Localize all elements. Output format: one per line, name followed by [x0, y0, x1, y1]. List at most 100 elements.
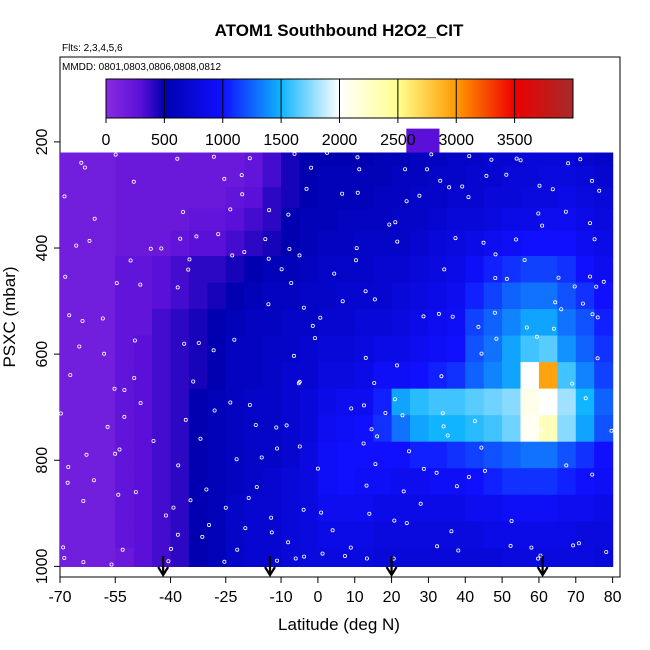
sample-point	[534, 334, 539, 339]
heatmap-cell	[483, 165, 503, 188]
heatmap-cell	[410, 208, 430, 232]
heatmap-cell	[483, 494, 503, 522]
sample-point	[246, 495, 251, 500]
heatmap-cell	[170, 282, 190, 310]
heatmap-cell	[373, 441, 393, 469]
sample-point	[539, 428, 544, 433]
heatmap-cell	[299, 255, 319, 284]
heatmap-cell	[373, 335, 393, 363]
heatmap-cell	[225, 187, 245, 209]
colorbar-tick-label: 3500	[497, 132, 533, 149]
sample-point	[392, 397, 397, 402]
heatmap-cell	[207, 230, 227, 257]
heatmap-cell	[410, 187, 430, 209]
heatmap-cell	[520, 494, 540, 522]
heatmap-cell	[244, 521, 264, 549]
sample-point	[553, 300, 558, 305]
heatmap-cell	[207, 415, 227, 443]
heatmap-cell	[575, 152, 595, 167]
sample-point	[369, 427, 374, 432]
sample-point	[588, 221, 593, 226]
sample-point	[302, 554, 307, 559]
heatmap-cell	[60, 521, 80, 549]
heatmap-cell	[502, 441, 522, 469]
heatmap-cell	[299, 415, 319, 443]
heatmap-cell	[262, 362, 282, 390]
heatmap-cell	[60, 362, 80, 390]
heatmap-cell	[60, 415, 80, 443]
sample-point	[309, 165, 314, 170]
heatmap-cell	[207, 441, 227, 469]
heatmap-cell	[317, 521, 337, 549]
sample-point	[269, 530, 274, 535]
x-axis-label: Latitude (deg N)	[278, 615, 400, 634]
sample-point	[138, 400, 143, 405]
heatmap-cell	[354, 468, 374, 496]
heatmap-cell	[410, 282, 430, 310]
flight-marker-arrow	[157, 556, 170, 578]
sample-point	[566, 161, 571, 166]
sample-point	[361, 441, 366, 446]
sample-point	[592, 237, 597, 242]
heatmap-cell	[96, 415, 116, 443]
sample-point	[609, 428, 614, 433]
heatmap-cell	[281, 494, 301, 522]
heatmap-cell	[281, 309, 301, 337]
sample-point	[183, 417, 188, 422]
heatmap-cell	[410, 441, 430, 469]
heatmap-cell	[446, 335, 466, 363]
heatmap-cell	[281, 230, 301, 257]
sample-point	[318, 315, 323, 320]
sample-point	[182, 341, 187, 346]
heatmap-cell	[428, 362, 448, 390]
sample-point	[269, 515, 274, 520]
heatmap-cell	[410, 468, 430, 496]
sample-point	[349, 406, 354, 411]
heatmap-cell	[152, 468, 172, 496]
heatmap-cell	[133, 388, 153, 416]
heatmap-cell	[133, 335, 153, 363]
heatmap-cell	[188, 208, 208, 232]
heatmap-cell	[225, 152, 245, 167]
sample-point	[504, 276, 509, 281]
heatmap-cell	[133, 230, 153, 257]
sample-point	[564, 463, 569, 468]
heatmap-cell	[557, 415, 577, 443]
heatmap-cell	[133, 152, 153, 167]
sample-point	[304, 186, 309, 191]
sample-point	[77, 344, 82, 349]
heatmap-cell	[244, 388, 264, 416]
heatmap-cell	[133, 494, 153, 522]
sample-point	[571, 543, 576, 548]
heatmap-cell	[152, 152, 172, 167]
heatmap-cell	[262, 309, 282, 337]
sample-point	[536, 211, 541, 216]
heatmap-cell	[446, 309, 466, 337]
sample-point	[355, 190, 360, 195]
sample-point	[383, 410, 388, 415]
heatmap-cell	[115, 521, 135, 549]
heatmap-cell	[244, 208, 264, 232]
sample-point	[594, 284, 599, 289]
heatmap-cell	[60, 255, 80, 284]
heatmap-cell	[557, 494, 577, 522]
heatmap-cell	[575, 468, 595, 496]
sample-point	[102, 351, 107, 356]
heatmap-cell	[152, 255, 172, 284]
heatmap-cell	[170, 468, 190, 496]
heatmap-cell	[317, 309, 337, 337]
heatmap-cell	[170, 388, 190, 416]
sample-point	[180, 209, 185, 214]
sample-point	[114, 281, 119, 286]
heatmap-cell	[244, 335, 264, 363]
sample-point	[450, 314, 455, 319]
heatmap-cell	[336, 165, 356, 188]
heatmap-cell	[354, 208, 374, 232]
heatmap-cell	[207, 187, 227, 209]
heatmap-cell	[575, 494, 595, 522]
sample-point	[372, 380, 377, 385]
heatmap-cell	[594, 521, 614, 549]
x-tick-label: 30	[420, 589, 438, 606]
heatmap-cell	[115, 468, 135, 496]
heatmap-cell	[446, 255, 466, 284]
